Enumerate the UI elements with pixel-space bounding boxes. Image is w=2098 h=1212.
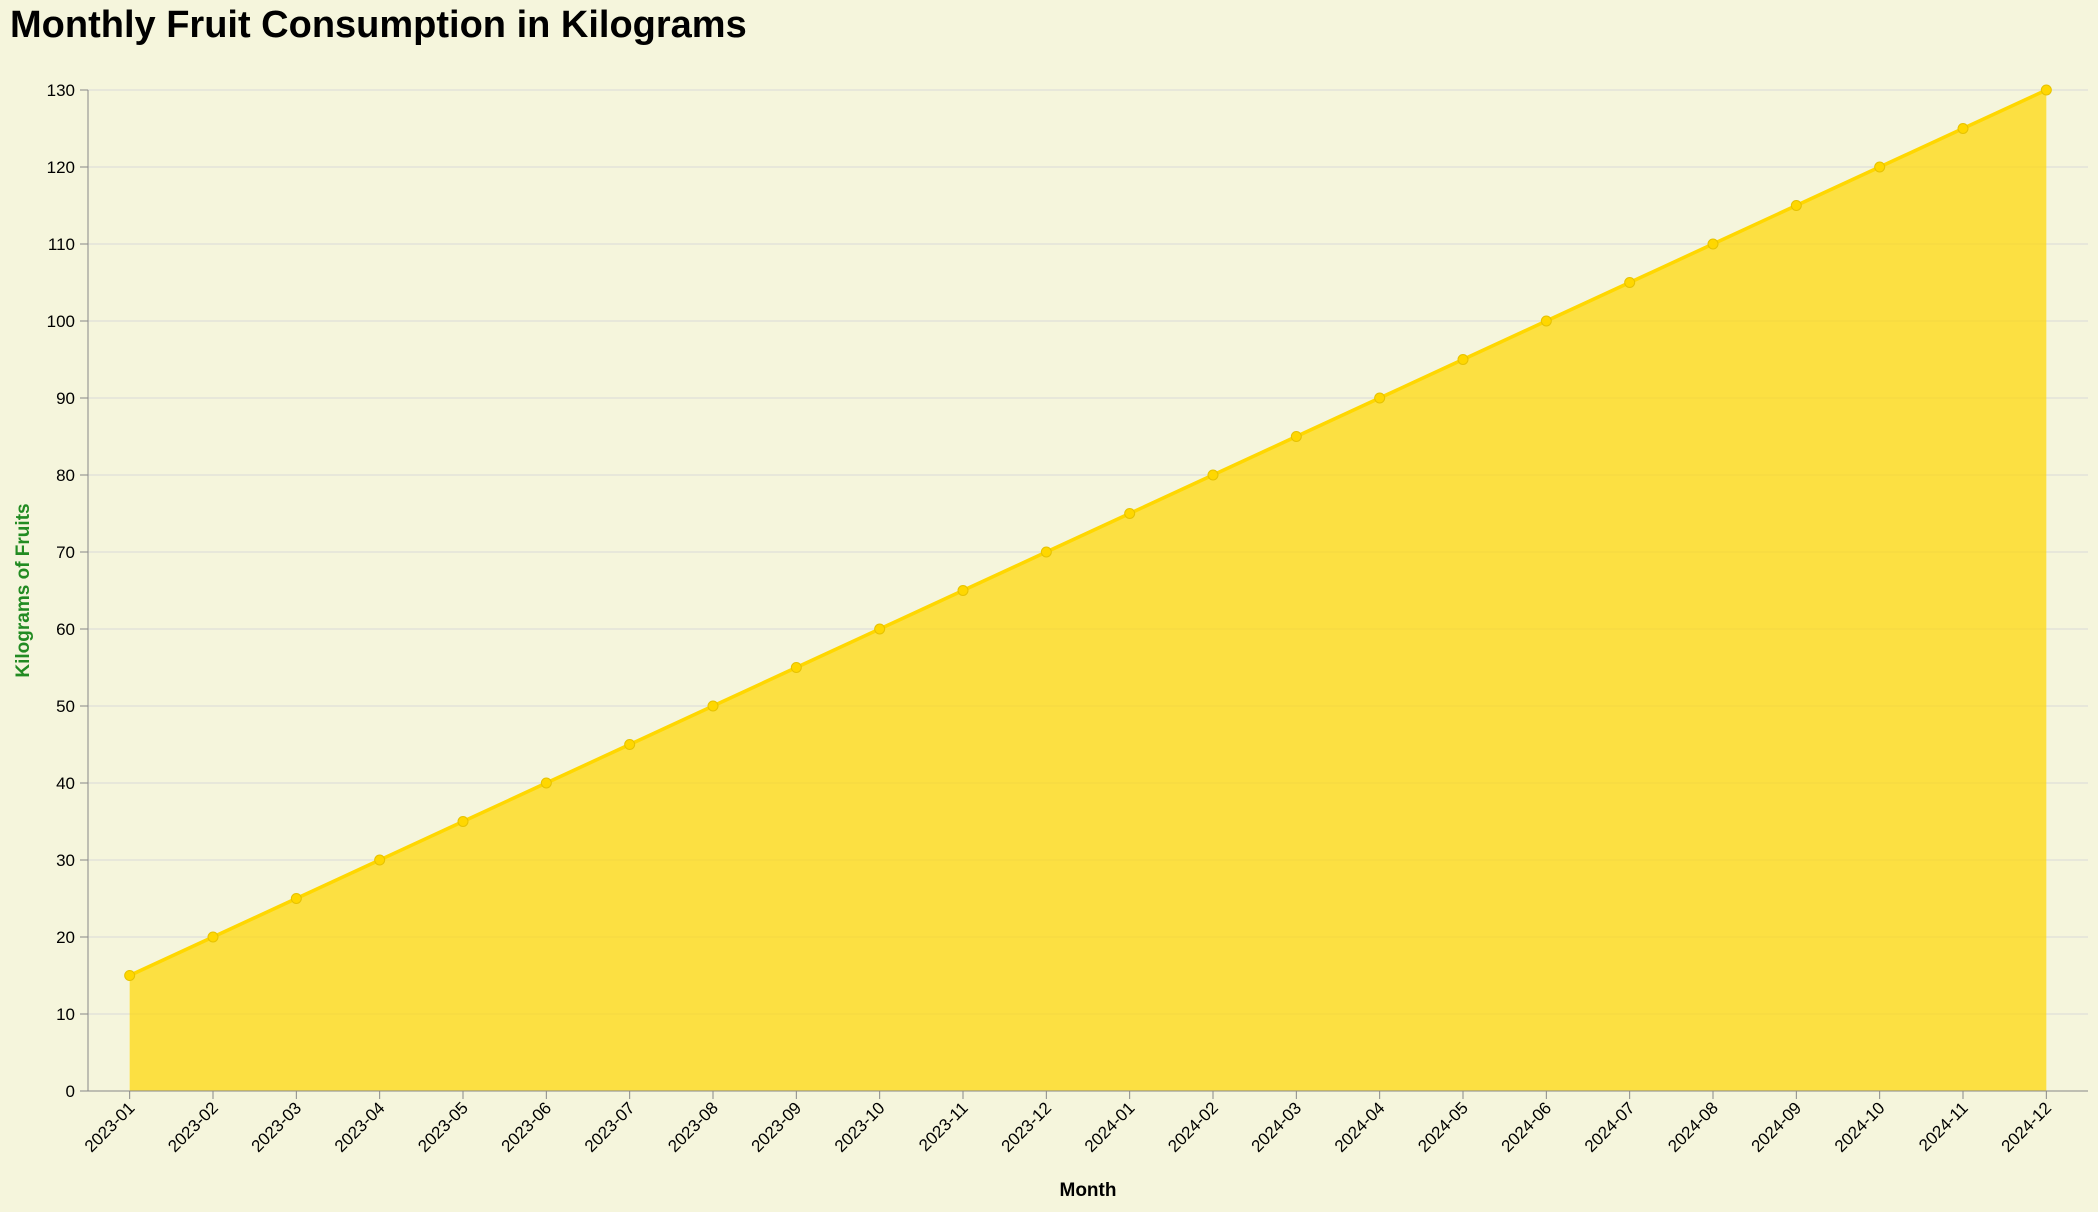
y-tick-label: 100: [47, 312, 75, 331]
x-tick-label: 2024-06: [1498, 1098, 1556, 1156]
y-tick-label: 130: [47, 81, 75, 100]
x-tick-label: 2023-12: [998, 1098, 1056, 1156]
y-tick-label: 60: [56, 620, 75, 639]
y-tick-label: 10: [56, 1005, 75, 1024]
y-tick-label: 90: [56, 389, 75, 408]
x-axis-title: Month: [1060, 1180, 1117, 1201]
x-tick-label: 2023-08: [664, 1098, 722, 1156]
data-point: [1124, 508, 1136, 519]
x-tick-label: 2023-03: [248, 1098, 306, 1156]
area-fill: [129, 90, 2047, 1091]
data-point: [1624, 277, 1636, 288]
x-tick-label: 2023-01: [81, 1098, 139, 1156]
data-point: [1040, 546, 1052, 558]
data-point: [540, 777, 552, 789]
data-point: [1540, 315, 1552, 327]
x-tick-label: 2023-10: [831, 1098, 889, 1156]
x-tick-label: 2024-07: [1581, 1098, 1639, 1156]
data-point: [1957, 123, 1969, 134]
data-point: [2040, 84, 2052, 96]
data-point: [1207, 469, 1219, 481]
y-tick-label: 40: [56, 774, 75, 793]
x-tick-label: 2023-06: [498, 1098, 556, 1156]
data-point: [1457, 354, 1469, 365]
y-axis-title: Kilograms of Fruits: [13, 503, 34, 677]
data-point: [874, 623, 886, 635]
x-tick-label: 2024-12: [1998, 1098, 2056, 1156]
series-line: [128, 88, 2048, 978]
x-tick-label: 2024-08: [1664, 1098, 1722, 1156]
data-point: [1707, 238, 1719, 250]
data-point: [124, 970, 136, 981]
mark-layer: [124, 84, 2052, 981]
x-tick-label: 2024-04: [1331, 1098, 1389, 1156]
x-tick-label: 2023-02: [164, 1098, 222, 1156]
y-tick-label: 50: [56, 697, 75, 716]
y-tick-label: 120: [47, 158, 75, 177]
data-point: [790, 662, 802, 673]
x-tick-label: 2023-07: [581, 1098, 639, 1156]
x-tick-label: 2024-02: [1164, 1098, 1222, 1156]
data-point: [957, 585, 969, 596]
y-tick-label: 30: [56, 851, 75, 870]
x-tick-label: 2024-10: [1831, 1098, 1889, 1156]
data-point: [1874, 161, 1886, 173]
area-layer: [128, 88, 2048, 1091]
data-point: [1790, 200, 1802, 211]
x-tick-label: 2024-05: [1414, 1098, 1472, 1156]
x-tick-label: 2024-09: [1748, 1098, 1806, 1156]
x-tick-label: 2024-03: [1248, 1098, 1306, 1156]
data-point: [707, 700, 719, 712]
y-tick-label: 20: [56, 928, 75, 947]
x-tick-label: 2024-11: [1915, 1098, 1972, 1155]
data-point: [457, 816, 469, 827]
chart-title: Monthly Fruit Consumption in Kilograms: [10, 4, 747, 46]
x-tick-label: 2023-11: [915, 1098, 972, 1155]
y-tick-label: 80: [56, 466, 75, 485]
x-tick-label: 2023-04: [331, 1098, 389, 1156]
y-tick-label: 0: [66, 1082, 75, 1101]
data-point: [374, 854, 386, 866]
data-point: [1290, 431, 1302, 442]
data-point: [207, 931, 219, 943]
y-tick-label: 70: [56, 543, 75, 562]
data-point: [624, 739, 636, 750]
y-tick-label: 110: [48, 235, 75, 254]
data-point: [1374, 392, 1386, 404]
x-tick-label: 2023-05: [414, 1098, 472, 1156]
x-tick-label: 2023-09: [748, 1098, 806, 1156]
x-tick-label: 2024-01: [1081, 1098, 1139, 1156]
data-point: [290, 893, 302, 904]
